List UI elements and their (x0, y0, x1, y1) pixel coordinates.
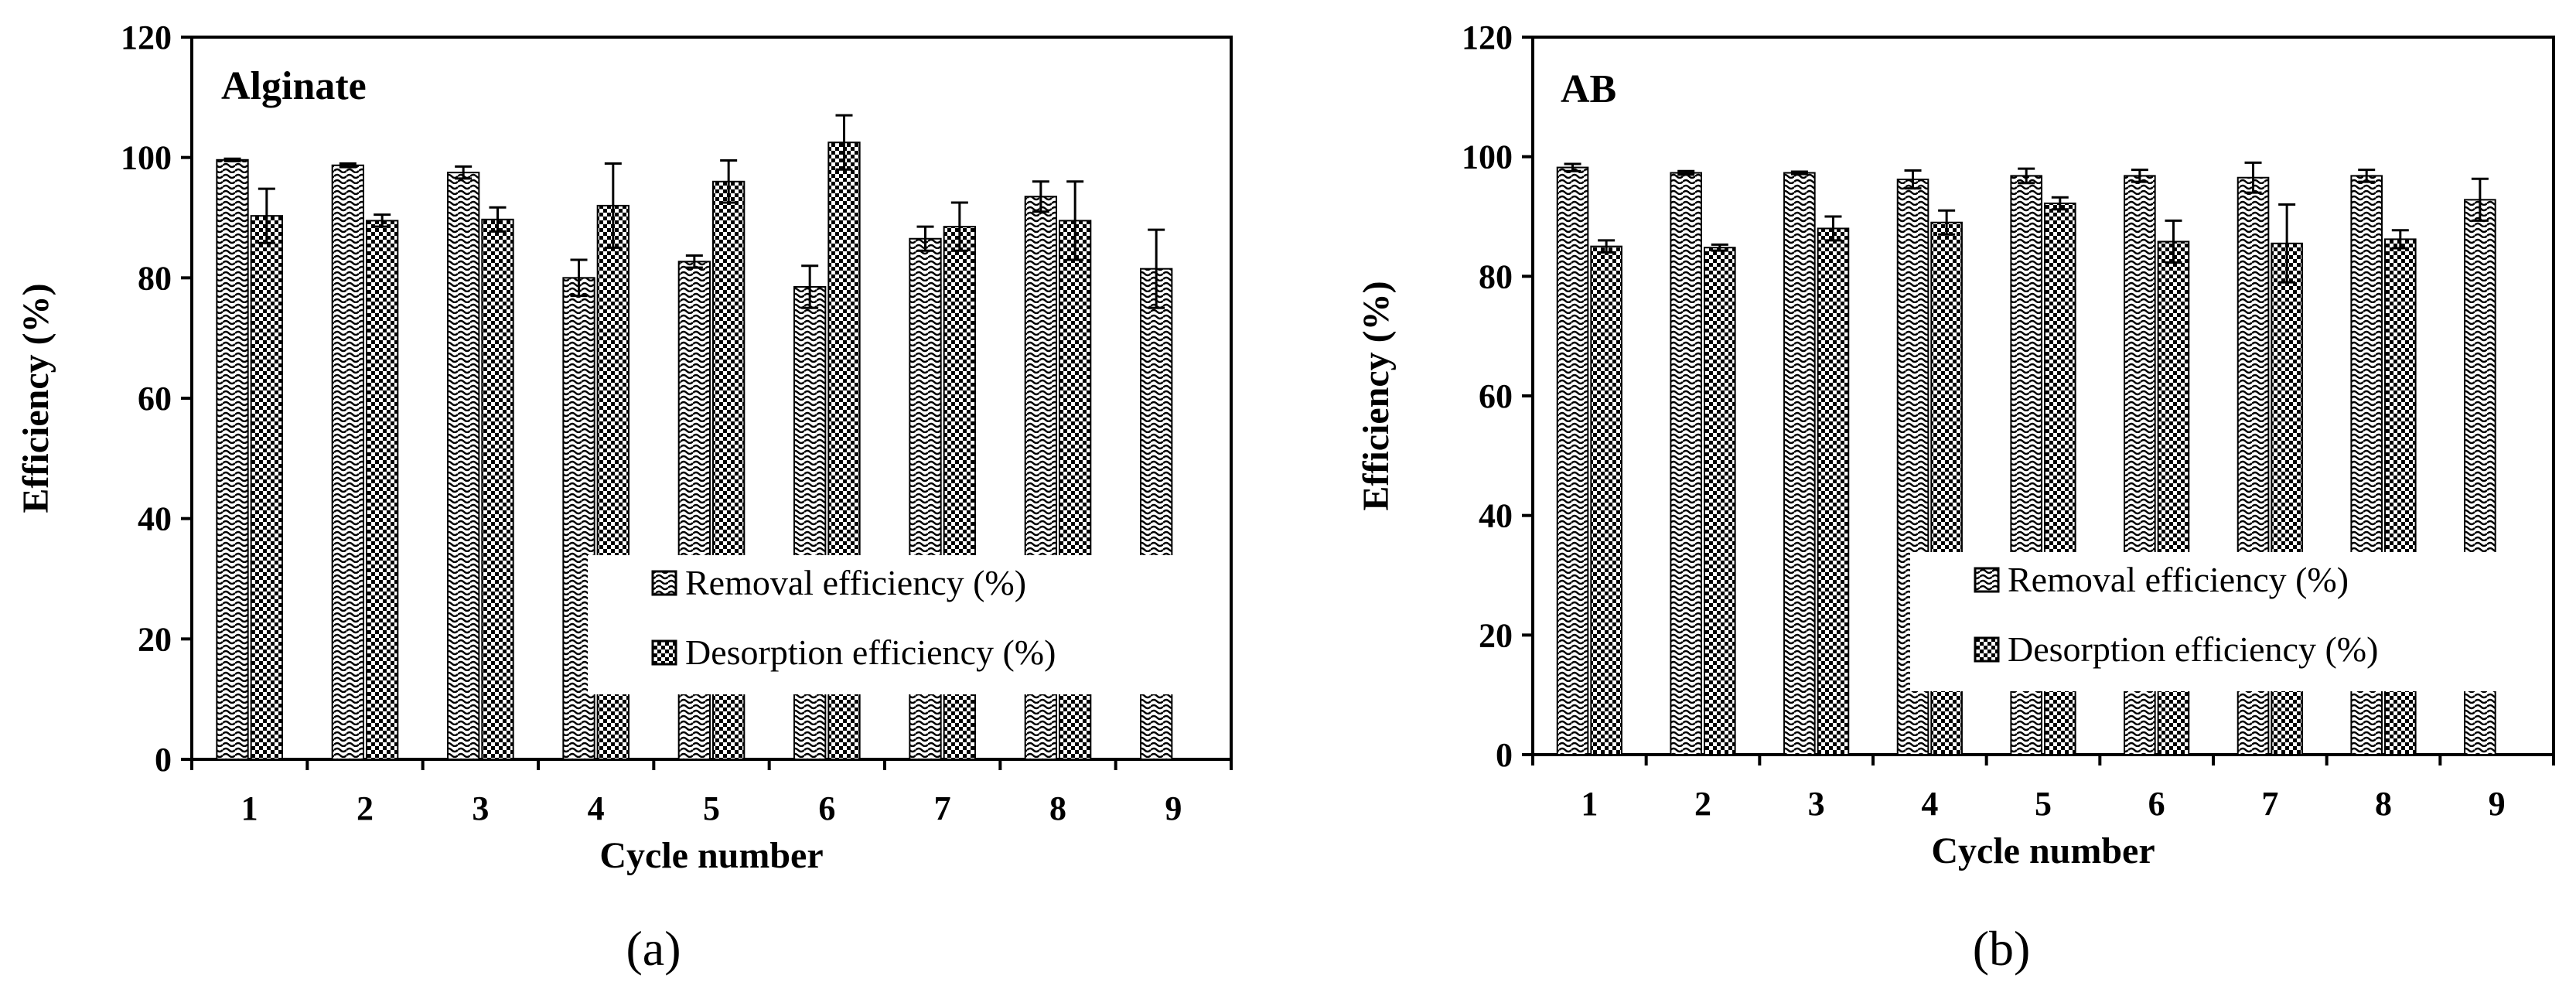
y-tick-label: 0 (1496, 736, 1513, 774)
chart-panel-a: 0 20 40 60 80 100 120 1 2 3 4 5 6 7 8 9 Alginate Efficien… (15, 19, 1233, 976)
y-axis-label: Efficiency (%) (1356, 281, 1397, 510)
x-axis-label: Cycle number (1931, 830, 2155, 871)
panel-label: (b) (1973, 921, 2031, 976)
panel-title: AB (1561, 67, 1616, 111)
legend-label: Desorption efficiency (%) (2008, 629, 2378, 669)
bar-desorption (1590, 245, 1622, 755)
y-tick-label: 100 (1462, 138, 1513, 176)
y-tick-label: 120 (1462, 19, 1513, 56)
legend-swatch (1974, 567, 2000, 593)
legend-box (1910, 552, 2498, 691)
panel-title: Alginate (221, 64, 367, 108)
legend-label: Desorption efficiency (%) (685, 633, 1056, 672)
bar-desorption (366, 220, 399, 760)
x-tick-label: 9 (1165, 789, 1182, 827)
y-tick-label: 60 (138, 380, 172, 418)
bar-removal (1783, 172, 1816, 755)
x-tick-label: 9 (2489, 785, 2506, 823)
x-tick-label: 4 (588, 789, 605, 827)
x-tick-label: 3 (1808, 785, 1825, 823)
bar-removal (1670, 172, 1702, 755)
y-tick-label: 20 (138, 620, 172, 658)
legend-swatch (1974, 636, 2000, 663)
bar-desorption (1817, 227, 1850, 755)
y-tick-label: 80 (138, 259, 172, 297)
legend-label: Removal efficiency (%) (685, 563, 1026, 602)
y-tick-label: 20 (1479, 616, 1513, 654)
y-tick-label: 120 (121, 19, 172, 56)
x-tick-label: 3 (472, 789, 489, 827)
legend-label: Removal efficiency (%) (2008, 560, 2349, 599)
x-tick-label: 2 (357, 789, 374, 827)
bar-desorption (481, 218, 514, 760)
x-tick-label: 1 (241, 789, 258, 827)
legend-swatch (651, 570, 677, 596)
y-tick-label: 0 (155, 741, 172, 779)
x-tick-label: 8 (1049, 789, 1066, 827)
y-tick-label: 40 (138, 500, 172, 538)
x-axis-label: Cycle number (599, 835, 823, 876)
x-tick-label: 7 (934, 789, 951, 827)
bar-removal (1556, 166, 1589, 755)
y-tick-label: 40 (1479, 497, 1513, 535)
x-tick-label: 8 (2375, 785, 2392, 823)
legend-box (588, 555, 1175, 694)
y-axis-label: Efficiency (%) (15, 283, 56, 513)
bar-desorption (1704, 247, 1736, 756)
y-tick-label: 100 (121, 139, 172, 177)
x-tick-label: 6 (2148, 785, 2165, 823)
bar-removal (331, 164, 364, 761)
bar-removal (216, 159, 249, 760)
x-tick-label: 6 (818, 789, 835, 827)
legend-swatch (651, 639, 677, 666)
x-tick-label: 5 (2035, 785, 2052, 823)
x-tick-label: 7 (2261, 785, 2278, 823)
chart-panel-b: 0 20 40 60 80 100 120 1 2 3 4 5 6 7 8 9 AB Efficiency (%)… (1356, 19, 2555, 976)
x-tick-label: 4 (1921, 785, 1938, 823)
x-tick-label: 2 (1694, 785, 1711, 823)
bar-desorption (250, 215, 283, 761)
x-tick-label: 1 (1581, 785, 1598, 823)
x-tick-label: 5 (703, 789, 720, 827)
y-tick-label: 80 (1479, 257, 1513, 295)
bar-removal (447, 172, 480, 760)
panel-label: (a) (626, 921, 681, 976)
y-tick-label: 60 (1479, 377, 1513, 415)
